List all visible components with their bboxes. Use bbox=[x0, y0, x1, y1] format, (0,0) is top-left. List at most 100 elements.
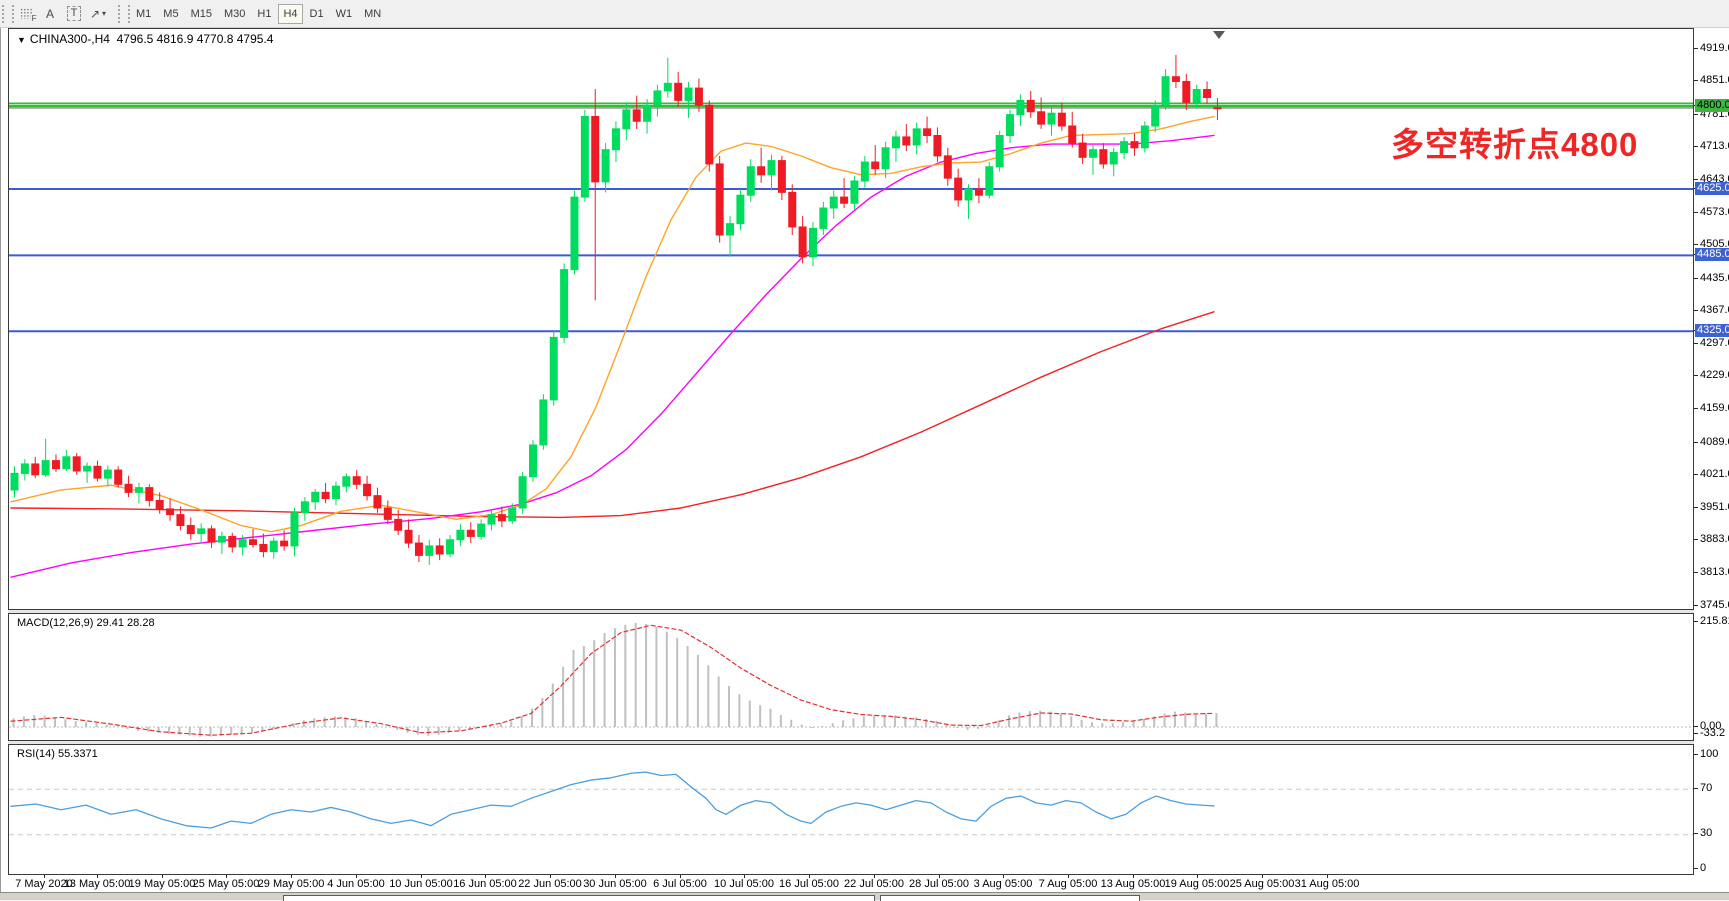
candle-body bbox=[1057, 112, 1066, 127]
timeframe-group-handle[interactable] bbox=[118, 4, 130, 23]
time-tick-mark bbox=[550, 875, 551, 878]
candle-body bbox=[964, 188, 973, 201]
candle-body bbox=[41, 460, 50, 476]
candlestick-plot[interactable] bbox=[9, 45, 1693, 609]
text-a-icon[interactable]: A bbox=[45, 6, 54, 21]
candle-body bbox=[269, 540, 278, 553]
chart-shift-marker-icon[interactable] bbox=[1213, 31, 1225, 39]
rsi-plot[interactable] bbox=[9, 745, 1693, 874]
axis-tick-mark bbox=[1694, 408, 1698, 410]
panel-splitter[interactable] bbox=[8, 610, 1694, 613]
time-tick-mark bbox=[1003, 875, 1004, 878]
window-tab[interactable] bbox=[880, 895, 1140, 901]
axis-tick-label: 4089.0 bbox=[1700, 435, 1729, 448]
dot-grid-glyph: F bbox=[19, 8, 38, 23]
candle-body bbox=[1006, 114, 1015, 136]
axis-tick-mark bbox=[1694, 441, 1698, 443]
window-tab[interactable] bbox=[283, 895, 875, 901]
panel-splitter[interactable] bbox=[8, 741, 1694, 744]
candle-body bbox=[1182, 80, 1191, 103]
arrows-shapes-icon[interactable]: ↗ ▾ bbox=[89, 6, 107, 21]
timeframe-button-m1[interactable]: M1 bbox=[131, 4, 156, 24]
candle-body bbox=[1203, 89, 1212, 99]
timeframe-button-m15[interactable]: M15 bbox=[186, 4, 217, 24]
text-label-icon[interactable]: T bbox=[63, 3, 85, 24]
time-axis-label: 22 Jun 05:00 bbox=[518, 878, 582, 890]
axis-tick-label: 100 bbox=[1700, 747, 1719, 760]
timeframe-button-group: M1 M5 M15 M30 H1 H4 D1 W1 MN bbox=[130, 3, 387, 24]
ma-slow-red-line bbox=[10, 311, 1215, 519]
axis-level-badge: 4485.0 bbox=[1695, 247, 1729, 261]
main-price-axis[interactable]: 4919.04851.04781.04713.04643.04573.04505… bbox=[1694, 28, 1729, 611]
main-chart-panel[interactable]: ▼ CHINA300-,H4 4796.5 4816.9 4770.8 4795.… bbox=[8, 28, 1694, 610]
candle-body bbox=[487, 514, 496, 525]
axis-tick-mark bbox=[1694, 506, 1698, 508]
rsi-value-axis[interactable]: 100 70 30 0 bbox=[1694, 744, 1729, 875]
macd-panel[interactable]: MACD(12,26,9) 29.41 28.28 bbox=[8, 613, 1694, 741]
symbol-title: CHINA300-,H4 bbox=[29, 32, 110, 46]
timeframe-button-h4[interactable]: H4 bbox=[278, 3, 303, 24]
candle-body bbox=[529, 444, 537, 478]
candle-body bbox=[20, 463, 29, 474]
timeframe-button-m5[interactable]: M5 bbox=[158, 4, 183, 24]
chart-title: ▼ CHINA300-,H4 4796.5 4816.9 4770.8 4795.… bbox=[17, 32, 273, 46]
candle-body bbox=[435, 545, 444, 555]
candle-body bbox=[923, 128, 932, 136]
timeframe-button-m30[interactable]: M30 bbox=[219, 4, 250, 24]
candle-body bbox=[197, 528, 206, 535]
time-axis-label: 22 Jul 05:00 bbox=[844, 878, 904, 890]
time-axis[interactable]: 7 May 2020 13 May 05:00 19 May 05:00 25 May… bbox=[8, 875, 1694, 892]
candle-body bbox=[1099, 149, 1108, 165]
axis-tick-mark bbox=[1694, 212, 1698, 214]
candle-body bbox=[632, 109, 641, 122]
candle-body bbox=[518, 476, 527, 509]
candle-body bbox=[456, 529, 465, 541]
macd-plot[interactable] bbox=[9, 614, 1693, 740]
candle-body bbox=[1192, 89, 1201, 103]
time-axis-label: 3 Aug 05:00 bbox=[973, 878, 1033, 890]
indicator-grid-icon[interactable]: F bbox=[15, 3, 38, 24]
toolbar-drag-handle[interactable] bbox=[2, 4, 14, 23]
candle-body bbox=[186, 525, 195, 535]
time-tick-mark bbox=[97, 875, 98, 878]
candle-body bbox=[1088, 149, 1097, 158]
axis-tick-label: 215.81 bbox=[1700, 615, 1729, 628]
candle-body bbox=[342, 476, 351, 487]
timeframe-button-mn[interactable]: MN bbox=[359, 4, 386, 24]
candle-body bbox=[477, 523, 486, 537]
candle-body bbox=[985, 166, 994, 196]
price-scale-column[interactable]: 4919.04851.04781.04713.04643.04573.04505… bbox=[1694, 28, 1729, 892]
time-axis-label: 6 Jul 05:00 bbox=[653, 878, 707, 890]
timeframe-button-h1[interactable]: H1 bbox=[252, 4, 276, 24]
candle-body bbox=[1130, 141, 1139, 149]
axis-tick-mark bbox=[1694, 725, 1698, 727]
candle-body bbox=[881, 147, 890, 170]
axis-tick-label: 30 bbox=[1700, 827, 1713, 840]
time-tick-mark bbox=[744, 875, 745, 878]
candle-body bbox=[425, 545, 434, 556]
candle-body bbox=[798, 226, 807, 258]
macd-value-axis[interactable]: 215.81 0.00-33.2 bbox=[1694, 613, 1729, 741]
time-tick-mark bbox=[1133, 875, 1134, 878]
time-tick-mark bbox=[1327, 875, 1328, 878]
rsi-panel[interactable]: RSI(14) 55.3371 bbox=[8, 744, 1694, 875]
candle-body bbox=[591, 116, 600, 183]
candle-body bbox=[352, 476, 361, 485]
candle-body bbox=[767, 160, 776, 176]
time-axis-label: 10 Jul 05:00 bbox=[714, 878, 774, 890]
axis-tick-label: 4297.0 bbox=[1700, 336, 1729, 349]
candle-body bbox=[891, 136, 900, 149]
axis-tick-mark bbox=[1694, 179, 1698, 180]
time-tick-mark bbox=[680, 875, 681, 878]
candle-body bbox=[850, 180, 859, 204]
timeframe-button-w1[interactable]: W1 bbox=[331, 4, 358, 24]
candle-body bbox=[1120, 141, 1129, 154]
axis-level-badge: 4325.0 bbox=[1695, 323, 1729, 337]
time-axis-label: 16 Jul 05:00 bbox=[779, 878, 839, 890]
axis-tick-mark bbox=[1694, 473, 1698, 475]
timeframe-button-d1[interactable]: D1 bbox=[305, 4, 329, 24]
candle-body bbox=[912, 128, 921, 146]
candle-body bbox=[103, 469, 112, 479]
axis-tick-label: 4159.0 bbox=[1700, 402, 1729, 415]
candle-body bbox=[166, 508, 175, 516]
